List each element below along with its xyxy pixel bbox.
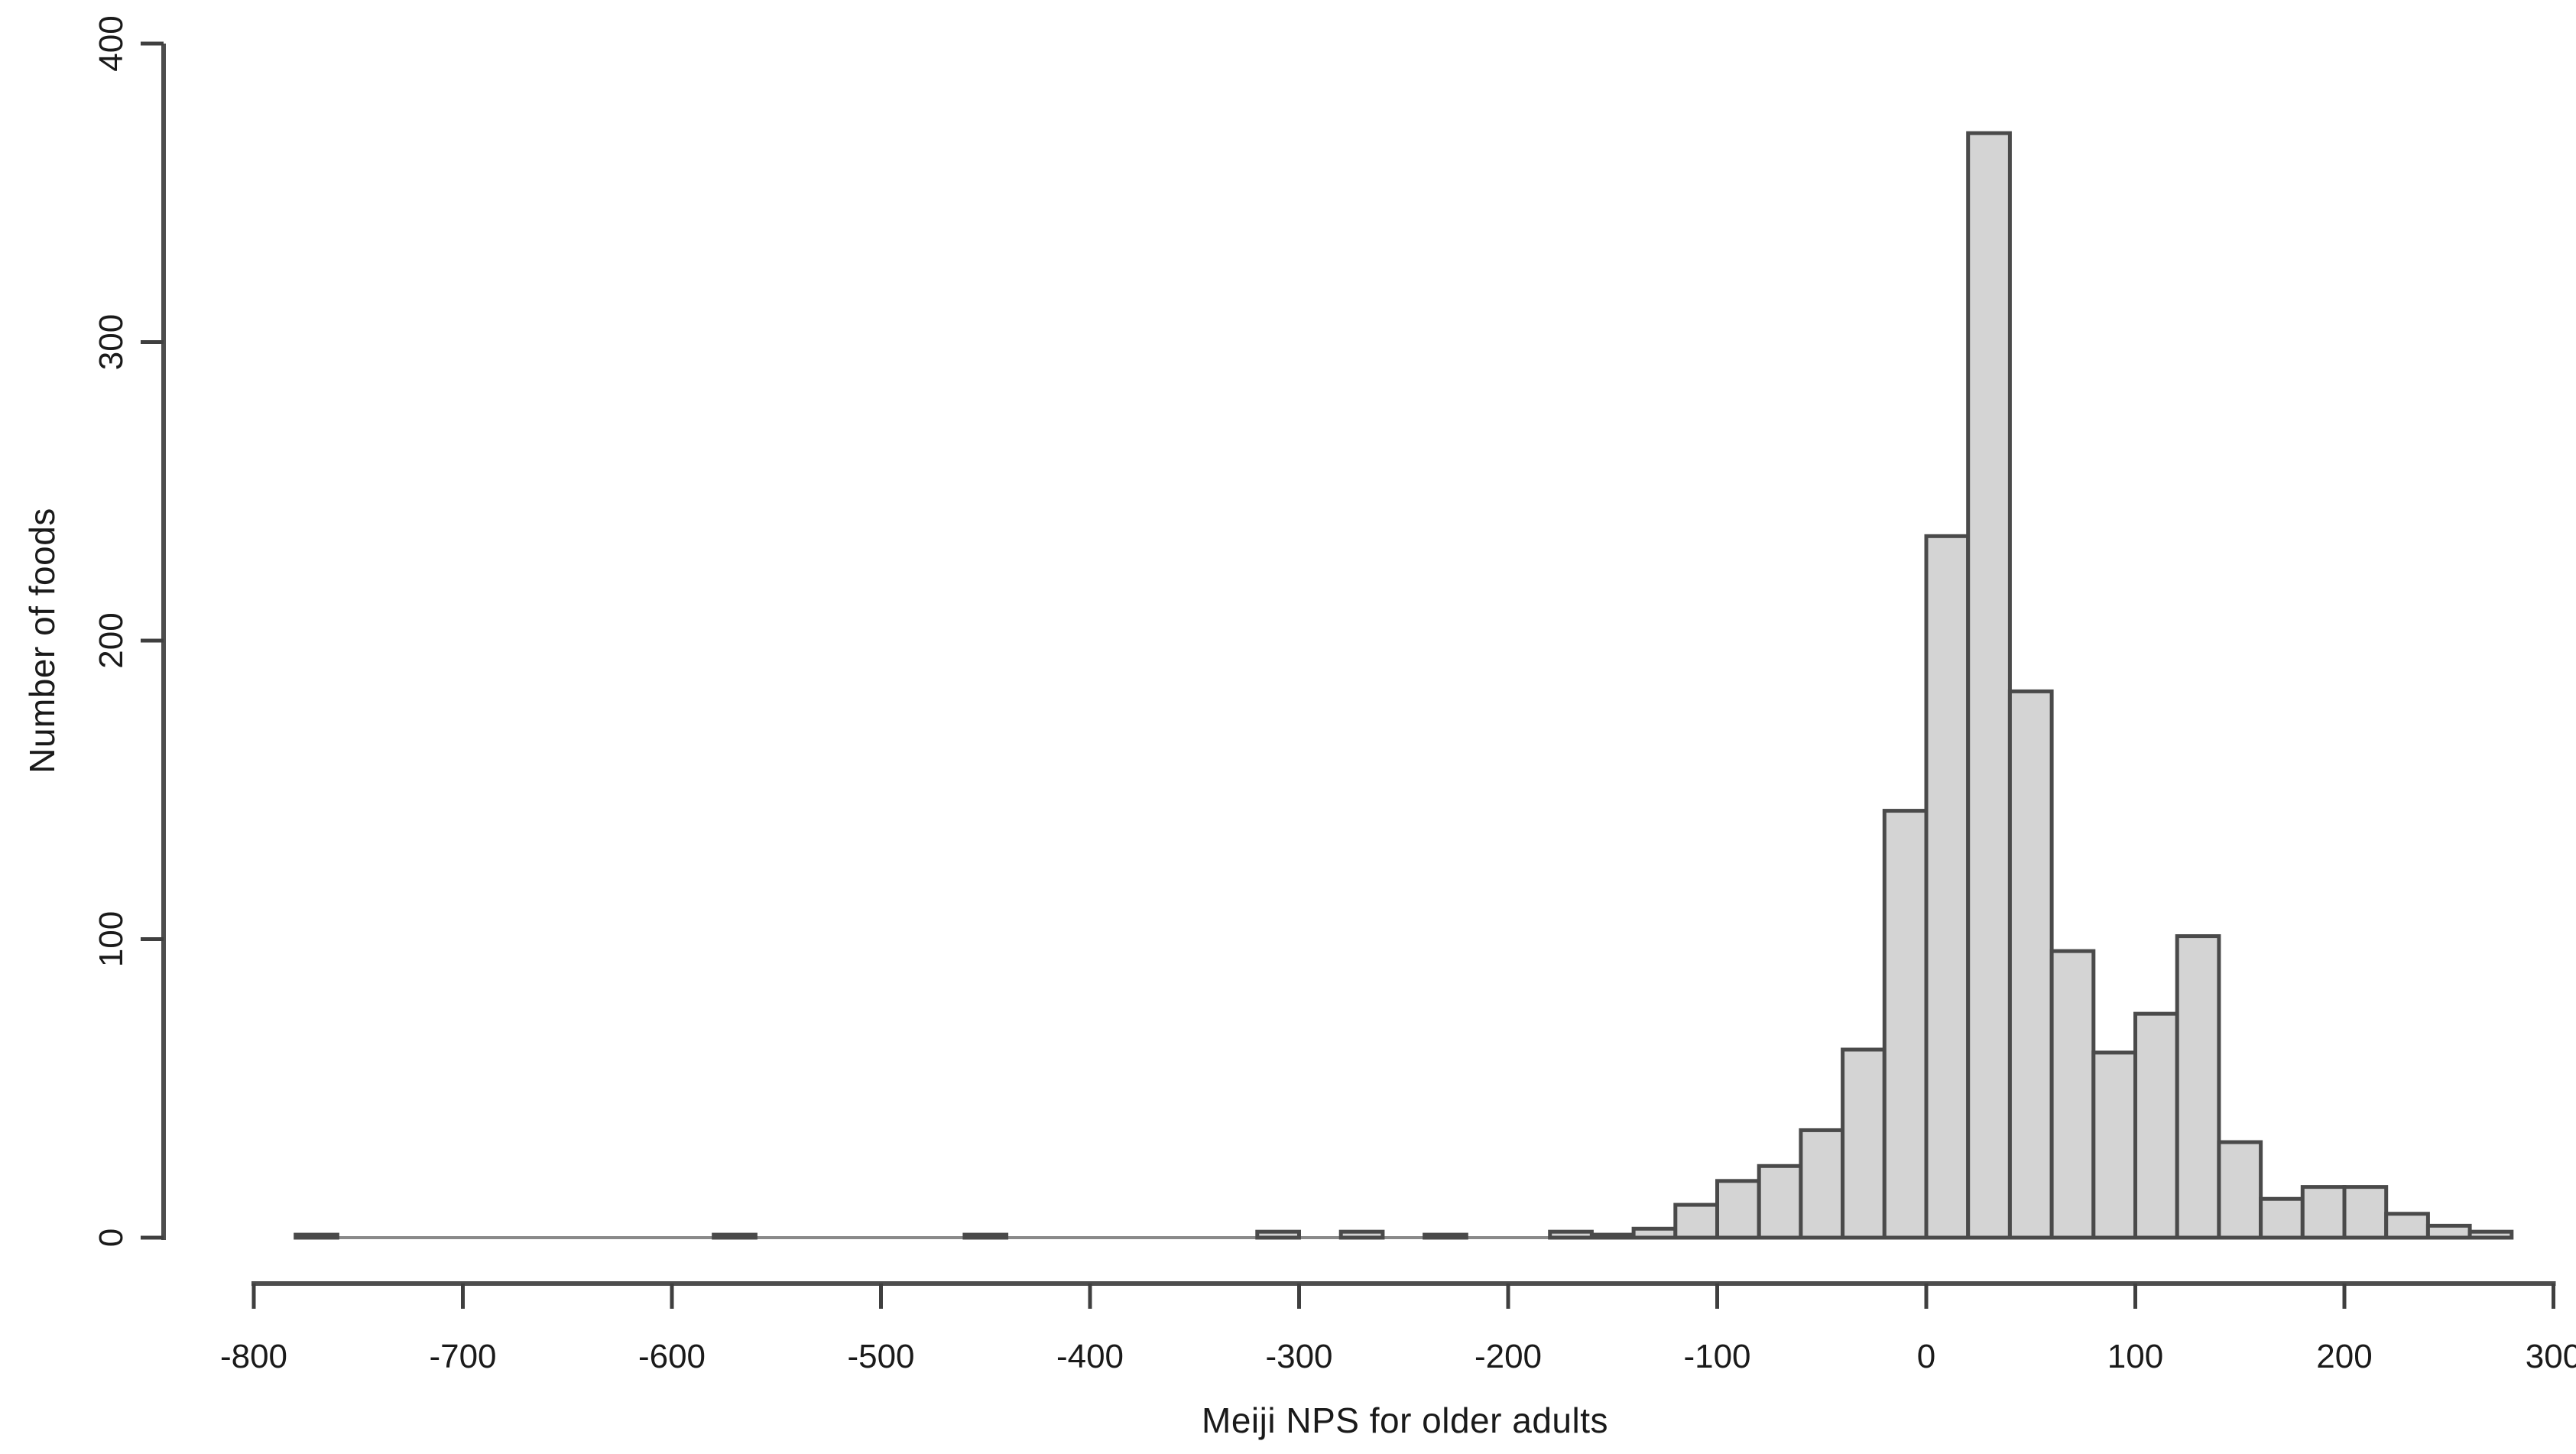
x-tick-label: 300 [2526,1338,2576,1375]
x-tick-label: 100 [2107,1338,2163,1375]
histogram-bar [2133,1011,2179,1240]
histogram-bar [1673,1202,1720,1240]
y-tick-label: 300 [92,314,130,370]
x-axis-title: Meiji NPS for older adults [1202,1400,1608,1440]
x-tick-label: -800 [220,1338,287,1375]
histogram-bar [2467,1229,2514,1240]
histogram-bar [1757,1164,1803,1240]
histogram-bar [712,1232,758,1240]
histogram-bar [294,1232,339,1240]
histogram-bar [1631,1226,1678,1240]
y-axis-title: Number of foods [22,508,62,774]
histogram-bar [2384,1212,2430,1240]
histogram-bar [1255,1229,1302,1240]
x-tick-label: 200 [2316,1338,2372,1375]
histogram-bar [1924,534,1971,1240]
x-tick-label: -700 [429,1338,496,1375]
x-tick-label: -200 [1475,1338,1542,1375]
x-tick-label: -400 [1056,1338,1124,1375]
histogram-bar [1966,131,2012,1240]
histogram-bar [2007,689,2054,1240]
x-tick-label: -100 [1683,1338,1750,1375]
histogram-bar [2342,1185,2389,1240]
histogram-bar [2217,1140,2263,1240]
x-tick-label: -600 [638,1338,706,1375]
histogram-bar [1589,1232,1636,1240]
y-tick-label: 100 [92,911,130,967]
histogram-bar [2175,934,2221,1240]
histogram-bar [1799,1128,1845,1240]
y-tick-label: 0 [92,1228,130,1247]
histogram-bar [2049,949,2096,1240]
x-tick-label: -500 [847,1338,914,1375]
x-tick-label: 0 [1917,1338,1935,1375]
histogram-bar [1715,1179,1761,1240]
x-tick-label: -300 [1265,1338,1332,1375]
y-tick-label: 200 [92,612,130,668]
histogram-bar [1548,1229,1594,1240]
histogram-bar [962,1232,1009,1240]
histogram-bar [2091,1050,2138,1240]
histogram-bar [2259,1196,2305,1240]
histogram-bar [1841,1047,1887,1240]
histogram-bar [2425,1223,2472,1240]
y-tick-label: 400 [92,15,130,71]
histogram-bar [1423,1232,1468,1240]
histogram-bar [2300,1185,2347,1240]
histogram-bar [1882,809,1929,1240]
histogram-bar [1338,1229,1385,1240]
